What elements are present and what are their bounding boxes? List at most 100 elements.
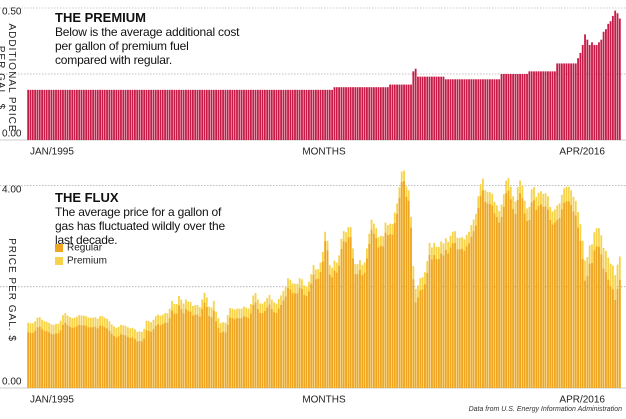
bar	[113, 335, 115, 388]
bar	[584, 280, 586, 388]
bar	[152, 89, 155, 140]
bar	[472, 79, 475, 140]
bar	[284, 89, 287, 140]
bar	[55, 89, 57, 140]
bar	[537, 71, 540, 140]
bar	[488, 79, 491, 140]
bar	[526, 74, 528, 140]
bar	[245, 89, 248, 140]
bar	[340, 248, 343, 388]
bar	[598, 246, 600, 388]
bar	[43, 330, 46, 388]
bar	[212, 310, 215, 388]
bar	[593, 44, 596, 140]
bar	[607, 23, 610, 141]
bar	[389, 234, 392, 388]
bar	[250, 313, 252, 388]
bar	[259, 89, 262, 140]
y-tick-label: 0.00	[2, 129, 22, 140]
bar	[231, 318, 234, 388]
bar	[159, 325, 162, 388]
bar	[298, 287, 301, 388]
bar	[180, 309, 183, 388]
bar	[240, 318, 243, 388]
bar	[354, 87, 357, 140]
bar	[229, 317, 231, 388]
bar	[208, 89, 211, 140]
bar	[384, 232, 387, 388]
bar	[259, 313, 262, 388]
bar	[563, 63, 566, 140]
bar	[226, 324, 229, 388]
bar	[391, 234, 394, 388]
bar	[486, 203, 489, 388]
bar	[403, 84, 405, 140]
bar	[514, 214, 517, 388]
bar	[157, 324, 160, 388]
bar	[94, 89, 97, 140]
bar	[528, 71, 531, 140]
bar	[430, 76, 433, 140]
bar	[430, 259, 433, 388]
bar	[533, 200, 535, 388]
bar	[384, 87, 387, 140]
bar	[310, 89, 313, 140]
legend-label: Premium	[67, 256, 107, 267]
bar	[29, 332, 32, 388]
bar	[78, 324, 81, 388]
bar	[379, 87, 382, 140]
bar	[600, 254, 603, 388]
bar	[451, 79, 454, 140]
x-axis-label: MONTHS	[302, 147, 346, 158]
bar	[219, 332, 222, 388]
bar	[294, 293, 296, 388]
chart-title: THE FLUX	[55, 190, 119, 205]
bar	[349, 87, 352, 140]
bar	[482, 190, 484, 388]
bar	[386, 235, 389, 388]
bar	[560, 63, 563, 140]
bar	[326, 89, 329, 140]
bar	[454, 79, 457, 140]
bar	[75, 89, 78, 140]
bar	[400, 182, 403, 388]
bar	[120, 89, 122, 140]
bar	[301, 288, 303, 388]
bar	[493, 213, 496, 388]
bar	[412, 279, 415, 388]
bar	[287, 89, 289, 140]
bar	[154, 325, 157, 388]
bar	[203, 89, 206, 140]
bar	[498, 222, 501, 388]
bar	[366, 258, 368, 388]
bar	[252, 89, 255, 140]
bar	[414, 302, 417, 388]
bar	[196, 314, 199, 388]
bar	[314, 279, 317, 388]
bar	[475, 79, 477, 140]
bar	[530, 202, 533, 388]
bar	[321, 89, 324, 140]
bar	[103, 327, 106, 388]
bar	[168, 318, 171, 388]
bar	[553, 222, 556, 388]
bar	[424, 284, 426, 388]
bar	[509, 199, 512, 388]
bar	[201, 89, 204, 140]
bar	[542, 71, 545, 140]
bar	[359, 270, 361, 388]
bar	[52, 334, 55, 388]
bar	[122, 334, 125, 388]
bar	[433, 254, 436, 388]
bar	[521, 74, 524, 140]
bar	[567, 63, 570, 140]
bar	[377, 87, 380, 140]
bar	[479, 79, 482, 140]
bar	[523, 74, 526, 140]
bar	[175, 89, 178, 140]
bar	[356, 87, 359, 140]
bar	[426, 273, 429, 388]
bar	[64, 322, 67, 388]
bar	[428, 254, 431, 388]
bar	[154, 89, 157, 140]
